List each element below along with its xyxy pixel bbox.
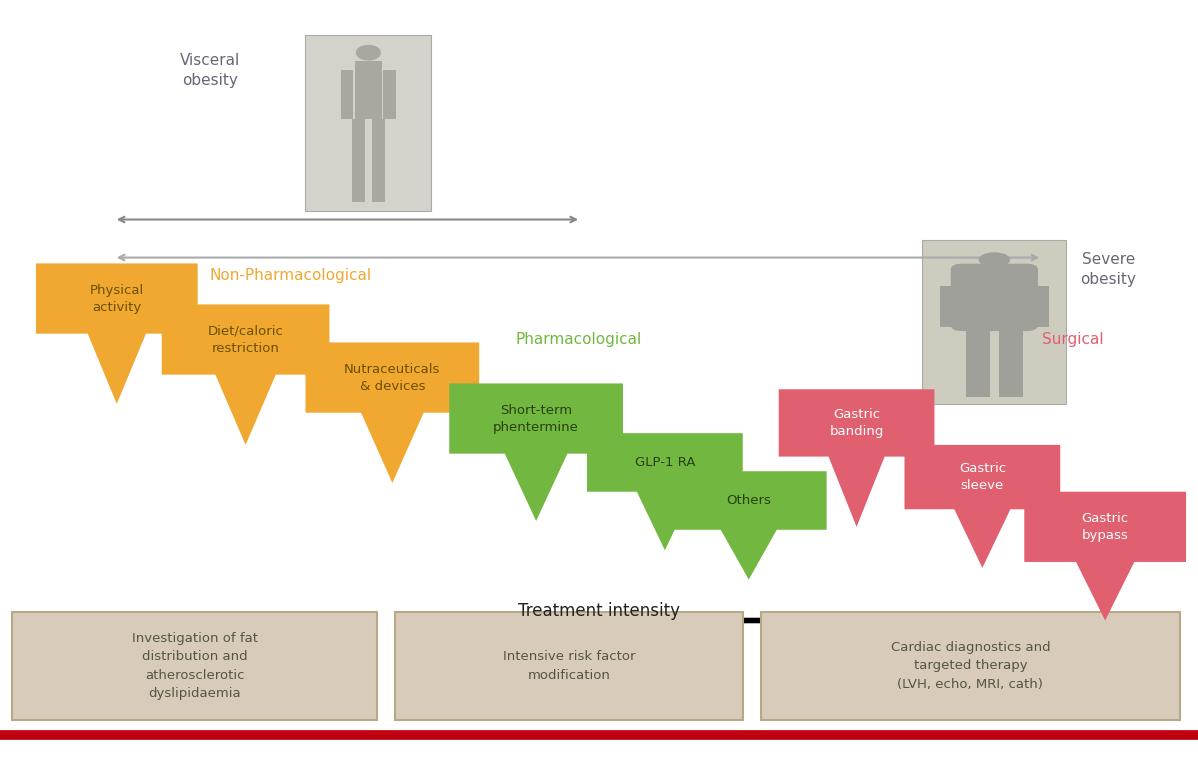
Text: Gastric
bypass: Gastric bypass <box>1082 512 1129 542</box>
Text: Surgical: Surgical <box>1042 332 1103 347</box>
Polygon shape <box>36 263 198 404</box>
Text: GLP-1 RA: GLP-1 RA <box>635 456 695 469</box>
Text: Gastric
banding: Gastric banding <box>829 408 884 438</box>
Polygon shape <box>305 342 479 483</box>
Text: Severe
obesity: Severe obesity <box>1081 252 1136 287</box>
FancyBboxPatch shape <box>383 70 397 119</box>
FancyBboxPatch shape <box>395 612 743 720</box>
Text: Cardiac diagnostics and
targeted therapy
(LVH, echo, MRI, cath): Cardiac diagnostics and targeted therapy… <box>890 641 1051 691</box>
Polygon shape <box>1024 492 1186 620</box>
FancyBboxPatch shape <box>373 119 385 202</box>
FancyBboxPatch shape <box>1028 286 1049 327</box>
Ellipse shape <box>356 45 381 61</box>
Text: Short-term
phentermine: Short-term phentermine <box>494 403 579 434</box>
FancyBboxPatch shape <box>922 240 1066 404</box>
Polygon shape <box>162 304 329 445</box>
Polygon shape <box>449 384 623 521</box>
Text: Non-Pharmacological: Non-Pharmacological <box>210 268 371 282</box>
Polygon shape <box>587 433 743 550</box>
FancyBboxPatch shape <box>340 70 353 119</box>
FancyBboxPatch shape <box>999 325 1023 397</box>
FancyBboxPatch shape <box>966 325 990 397</box>
FancyBboxPatch shape <box>352 119 364 202</box>
Text: Investigation of fat
distribution and
atherosclerotic
dyslipidaemia: Investigation of fat distribution and at… <box>132 632 258 700</box>
Text: Visceral
obesity: Visceral obesity <box>180 53 240 88</box>
FancyBboxPatch shape <box>761 612 1180 720</box>
FancyBboxPatch shape <box>939 286 961 327</box>
Text: Nutraceuticals
& devices: Nutraceuticals & devices <box>344 362 441 393</box>
Text: Pharmacological: Pharmacological <box>515 332 641 347</box>
Text: Physical
activity: Physical activity <box>90 284 144 314</box>
Text: Diet/caloric
restriction: Diet/caloric restriction <box>207 324 284 355</box>
FancyBboxPatch shape <box>951 263 1037 331</box>
Polygon shape <box>671 471 827 580</box>
FancyBboxPatch shape <box>12 612 377 720</box>
FancyBboxPatch shape <box>355 62 382 119</box>
Text: Intensive risk factor
modification: Intensive risk factor modification <box>503 650 635 682</box>
Polygon shape <box>779 390 934 527</box>
FancyBboxPatch shape <box>305 35 431 211</box>
Text: Gastric
sleeve: Gastric sleeve <box>958 462 1006 492</box>
Polygon shape <box>904 445 1060 568</box>
Ellipse shape <box>979 253 1010 267</box>
Text: Others: Others <box>726 494 772 507</box>
Text: Treatment intensity: Treatment intensity <box>518 601 680 619</box>
